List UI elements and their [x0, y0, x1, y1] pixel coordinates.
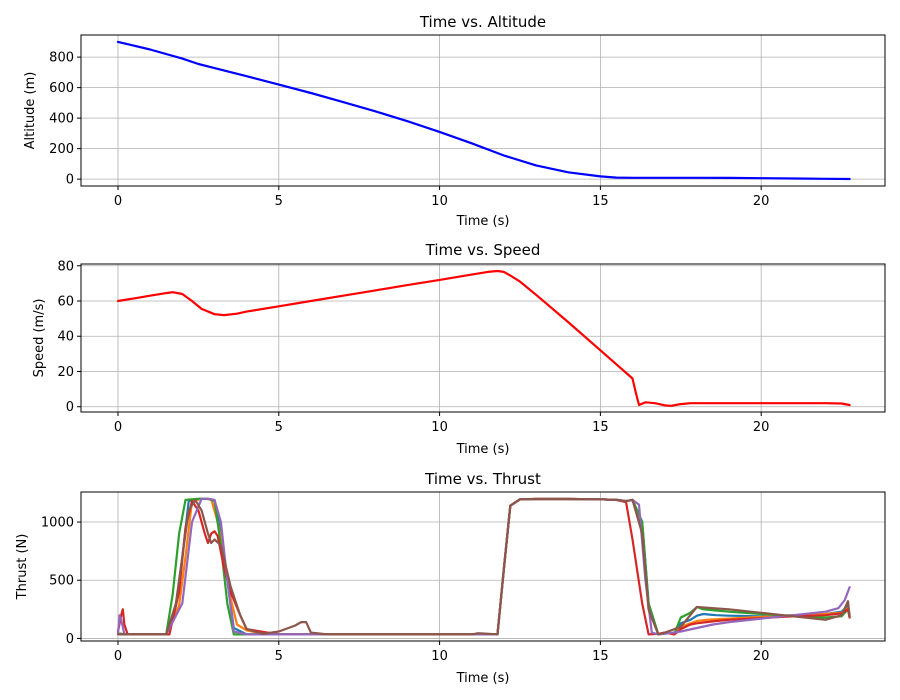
altitude-y-label: Altitude (m) [23, 72, 38, 150]
speed-xtick-label: 20 [753, 420, 770, 435]
altitude-x-label: Time (s) [456, 214, 510, 229]
speed-series-line-1 [116, 269, 851, 407]
thrust-chart-title: Time vs. Thrust [424, 470, 541, 488]
speed-ytick-label: 80 [57, 259, 74, 274]
thrust-xtick-label: 5 [275, 649, 283, 664]
speed-ytick-label: 0 [66, 400, 74, 415]
thrust-chart: Time vs. Thrust 0 5 10 15 20 0 500 1000 Time (s… [15, 470, 886, 686]
thrust-series [116, 497, 851, 636]
thrust-xtick-label: 20 [753, 649, 770, 664]
thrust-xtick-label: 0 [114, 649, 122, 664]
altitude-ytick-label: 400 [49, 112, 74, 127]
speed-xtick-label: 0 [114, 420, 122, 435]
altitude-xtick-label: 10 [431, 194, 448, 209]
thrust-ytick-label: 1000 [41, 516, 74, 531]
altitude-ytick-label: 800 [49, 51, 74, 66]
speed-xtick-label: 5 [275, 420, 283, 435]
altitude-xtick-label: 15 [592, 194, 609, 209]
thrust-series-line-4 [116, 497, 851, 636]
thrust-series-line-2 [116, 497, 851, 636]
speed-ytick-label: 60 [57, 295, 74, 310]
speed-chart: Time vs. Speed 0 5 10 15 20 0 20 40 60 80 Time (s… [32, 241, 886, 457]
altitude-ytick-label: 0 [66, 173, 74, 188]
thrust-ytick-label: 0 [66, 632, 74, 647]
thrust-series-line-6 [116, 497, 851, 636]
thrust-series-line-3 [116, 497, 851, 636]
speed-ytick-label: 20 [57, 365, 74, 380]
speed-ytick-label: 40 [57, 330, 74, 345]
speed-chart-title: Time vs. Speed [425, 241, 541, 259]
thrust-series-line-5 [116, 497, 851, 636]
thrust-ticks: 0 5 10 15 20 0 500 1000 [41, 516, 770, 664]
altitude-grid [81, 35, 885, 186]
speed-plot-frame [80, 263, 886, 413]
altitude-plot-frame [80, 34, 886, 187]
altitude-series-line-1 [116, 40, 851, 181]
altitude-ytick-label: 600 [49, 81, 74, 96]
thrust-xtick-label: 15 [592, 649, 609, 664]
altitude-series [116, 40, 851, 181]
speed-ticks: 0 5 10 15 20 0 20 40 60 80 [57, 259, 769, 435]
speed-xtick-label: 15 [592, 420, 609, 435]
speed-y-label: Speed (m/s) [32, 299, 47, 378]
thrust-x-label: Time (s) [456, 671, 510, 686]
altitude-ytick-label: 200 [49, 142, 74, 157]
thrust-y-label: Thrust (N) [15, 534, 30, 601]
speed-series [116, 269, 851, 407]
thrust-xtick-label: 10 [431, 649, 448, 664]
speed-xtick-label: 10 [431, 420, 448, 435]
altitude-xtick-label: 20 [753, 194, 770, 209]
altitude-chart: Time vs. Altitude 0 5 10 15 200200400600800 … [23, 13, 886, 229]
altitude-chart-title: Time vs. Altitude [419, 13, 546, 31]
thrust-series-line-1 [116, 497, 851, 636]
altitude-xtick-label: 5 [275, 194, 283, 209]
speed-grid [81, 264, 885, 412]
speed-x-label: Time (s) [456, 442, 510, 457]
thrust-ytick-label: 500 [49, 574, 74, 589]
altitude-xtick-label: 0 [114, 194, 122, 209]
thrust-plot-frame [80, 491, 886, 642]
